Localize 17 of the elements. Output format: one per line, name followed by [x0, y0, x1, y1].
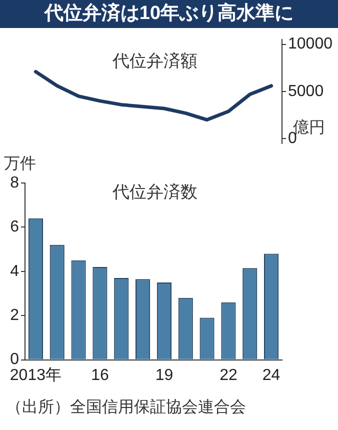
text: （出所）全国信用保証協会連合会: [5, 398, 247, 418]
x-tick-label: 2013年: [10, 366, 62, 384]
y-tick-label: 4: [10, 262, 20, 280]
y-axis-title: 万件: [4, 155, 36, 172]
x-tick-label: 19: [155, 366, 174, 384]
y-tick-label: 0: [10, 351, 20, 368]
x-tick-label: 16: [91, 366, 109, 384]
y-tick-label: 5000: [288, 82, 324, 100]
x-tick-label: 24: [262, 366, 280, 384]
text: 代位弁済は10年ぶり高水準に: [0, 0, 338, 28]
text: 代位弁済額: [112, 52, 198, 71]
y-tick-label: 6: [10, 218, 20, 236]
chart-title: 代位弁済数: [112, 182, 198, 202]
x-tick-label: 22: [220, 366, 238, 384]
y-tick-label: 2: [10, 307, 20, 324]
y-tick-label: 8: [10, 174, 20, 192]
y-tick-label: 10000: [288, 36, 333, 53]
